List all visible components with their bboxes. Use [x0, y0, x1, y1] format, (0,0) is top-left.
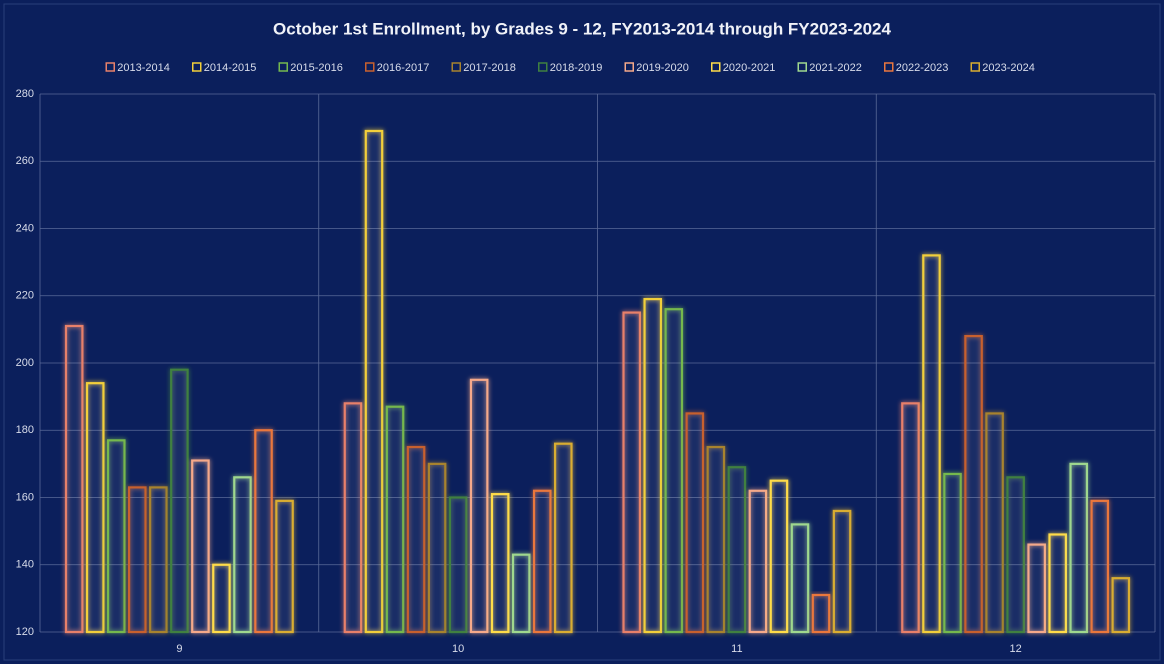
bar	[275, 499, 294, 634]
bar	[469, 378, 489, 634]
bar	[170, 368, 189, 634]
bar	[128, 486, 147, 634]
x-tick-label: 10	[452, 643, 464, 655]
bar	[511, 553, 531, 634]
bar	[254, 429, 273, 634]
legend-swatch	[797, 62, 807, 72]
legend-swatch	[624, 62, 634, 72]
bar	[1048, 533, 1067, 634]
x-tick-label: 12	[1010, 643, 1022, 655]
y-tick-label: 160	[16, 491, 34, 503]
legend-label: 2017-2018	[463, 62, 516, 74]
bar	[643, 298, 663, 634]
bar	[727, 466, 747, 634]
bar	[385, 405, 405, 634]
y-tick-label: 140	[16, 559, 34, 571]
bar	[532, 489, 552, 634]
bar	[191, 459, 210, 634]
legend-label: 2019-2020	[636, 62, 689, 74]
bar	[64, 324, 84, 634]
legend-label: 2016-2017	[377, 62, 430, 74]
legend-label: 2023-2024	[982, 62, 1035, 74]
bar	[1069, 462, 1089, 634]
bar	[233, 476, 252, 634]
bar	[901, 402, 920, 634]
bar	[790, 523, 810, 634]
bar	[106, 439, 126, 634]
bar	[943, 472, 962, 634]
bar	[685, 412, 705, 634]
bar	[364, 129, 384, 634]
bar	[427, 462, 447, 634]
bar	[748, 489, 768, 634]
bar	[769, 479, 789, 634]
bar	[622, 311, 642, 634]
legend-swatch	[884, 62, 894, 72]
bar	[149, 486, 168, 634]
bar	[706, 445, 726, 634]
legend-swatch	[278, 62, 288, 72]
y-tick-label: 120	[16, 626, 34, 638]
bar	[490, 493, 510, 634]
bar	[1090, 499, 1110, 634]
legend-label: 2013-2014	[117, 62, 170, 74]
legend-label: 2014-2015	[204, 62, 257, 74]
bar	[664, 308, 684, 634]
bar	[553, 442, 573, 634]
legend-swatch	[105, 62, 115, 72]
bar	[343, 402, 363, 634]
legend-swatch	[192, 62, 202, 72]
bar	[406, 445, 426, 634]
bar	[964, 335, 983, 634]
legend-label: 2015-2016	[290, 62, 343, 74]
y-tick-label: 280	[16, 88, 34, 100]
x-tick-label: 11	[731, 643, 742, 655]
bar	[1111, 577, 1131, 634]
legend-swatch	[451, 62, 461, 72]
bar	[212, 563, 231, 634]
bar	[811, 593, 831, 634]
x-tick-label: 9	[176, 643, 182, 655]
legend-label: 2020-2021	[723, 62, 776, 74]
chart-border	[3, 3, 1161, 661]
bar	[1027, 543, 1046, 634]
y-tick-label: 180	[16, 424, 34, 436]
bar	[922, 254, 941, 634]
legend-swatch	[365, 62, 375, 72]
bar	[448, 496, 468, 634]
y-tick-label: 200	[16, 357, 34, 369]
legend-swatch	[538, 62, 548, 72]
y-tick-label: 260	[16, 155, 34, 167]
y-tick-label: 240	[16, 222, 34, 234]
legend-label: 2022-2023	[896, 62, 949, 74]
bar	[85, 382, 105, 634]
legend-label: 2018-2019	[550, 62, 603, 74]
y-tick-label: 220	[16, 290, 34, 302]
bar	[985, 412, 1004, 634]
legend-swatch	[711, 62, 721, 72]
bar	[1006, 476, 1025, 634]
chart-title: October 1st Enrollment, by Grades 9 - 12…	[273, 19, 891, 38]
legend-label: 2021-2022	[809, 62, 862, 74]
legend-swatch	[970, 62, 980, 72]
bar	[832, 509, 852, 634]
